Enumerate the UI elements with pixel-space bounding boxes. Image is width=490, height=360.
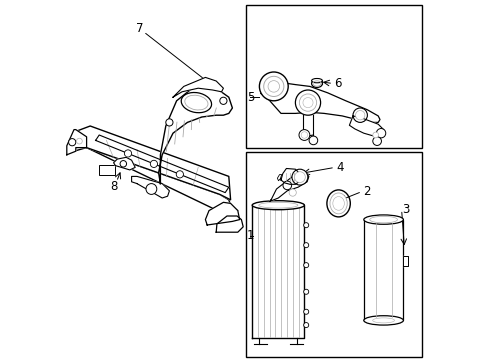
Polygon shape (76, 126, 231, 200)
Circle shape (264, 76, 284, 96)
Circle shape (309, 136, 318, 145)
Polygon shape (67, 130, 87, 155)
Polygon shape (132, 176, 170, 198)
Polygon shape (69, 144, 238, 218)
Circle shape (376, 129, 386, 138)
Polygon shape (159, 86, 232, 184)
Circle shape (76, 138, 82, 144)
Text: 7: 7 (136, 22, 143, 35)
Ellipse shape (312, 78, 322, 83)
Circle shape (295, 90, 320, 115)
Circle shape (268, 81, 280, 92)
Text: 4: 4 (336, 161, 343, 174)
Circle shape (303, 98, 313, 108)
Polygon shape (403, 256, 408, 266)
Polygon shape (216, 216, 243, 232)
Circle shape (301, 132, 308, 138)
Ellipse shape (330, 193, 347, 214)
Circle shape (294, 172, 305, 183)
Circle shape (120, 161, 126, 167)
Polygon shape (261, 83, 380, 122)
Polygon shape (270, 171, 309, 202)
Circle shape (304, 309, 309, 314)
Ellipse shape (181, 93, 212, 113)
Polygon shape (364, 220, 403, 320)
Polygon shape (205, 202, 240, 225)
Polygon shape (96, 135, 229, 193)
Text: 3: 3 (402, 203, 410, 216)
Circle shape (304, 243, 309, 248)
Bar (246, 152, 422, 357)
Circle shape (220, 97, 227, 104)
Circle shape (373, 137, 381, 145)
Circle shape (356, 111, 365, 120)
Polygon shape (114, 157, 135, 170)
Ellipse shape (312, 80, 322, 87)
Polygon shape (252, 205, 304, 338)
Bar (99, 165, 116, 175)
Circle shape (353, 108, 368, 122)
Circle shape (304, 289, 309, 294)
Polygon shape (277, 175, 282, 181)
Circle shape (304, 263, 309, 268)
Ellipse shape (327, 190, 350, 217)
Text: 2: 2 (363, 185, 370, 198)
Polygon shape (173, 77, 223, 97)
Circle shape (176, 171, 183, 178)
Text: 8: 8 (110, 180, 117, 193)
Ellipse shape (364, 316, 403, 325)
Text: 1: 1 (247, 229, 254, 242)
Circle shape (373, 132, 379, 138)
Text: 5: 5 (247, 91, 254, 104)
Polygon shape (281, 168, 301, 184)
Circle shape (69, 139, 76, 146)
Ellipse shape (259, 202, 298, 208)
Circle shape (259, 72, 288, 101)
Circle shape (124, 150, 132, 157)
Circle shape (299, 94, 317, 111)
Circle shape (304, 222, 309, 228)
Circle shape (292, 169, 308, 185)
Polygon shape (349, 116, 384, 136)
Circle shape (289, 189, 296, 196)
Circle shape (299, 130, 310, 140)
Ellipse shape (252, 201, 304, 210)
Circle shape (166, 119, 173, 126)
Circle shape (304, 323, 309, 328)
Circle shape (283, 181, 292, 190)
Text: 6: 6 (334, 77, 342, 90)
Circle shape (150, 160, 157, 167)
Ellipse shape (364, 215, 403, 224)
Circle shape (146, 184, 157, 194)
Bar (246, 5, 422, 148)
